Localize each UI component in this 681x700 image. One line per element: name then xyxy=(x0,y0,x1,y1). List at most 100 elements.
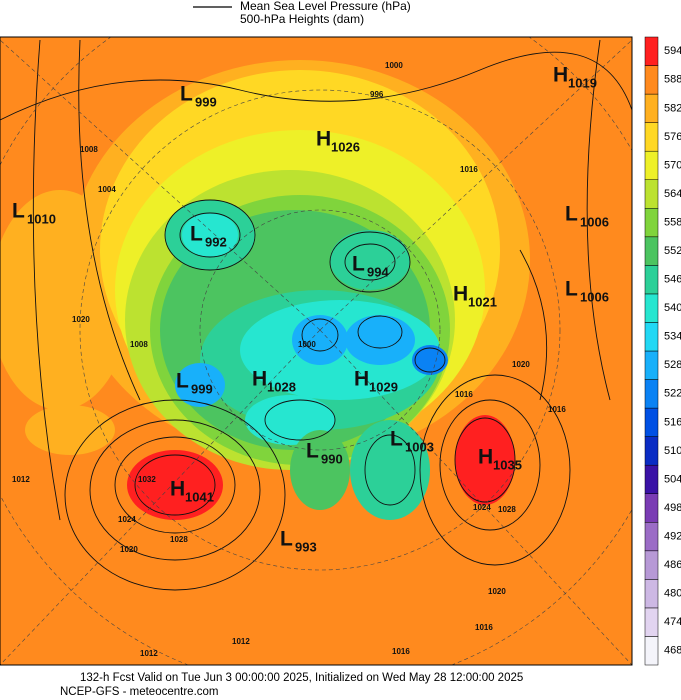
colorbar-box xyxy=(644,179,659,209)
colorbar-tick-label: 588 xyxy=(664,74,681,86)
colorbar-tick-label: 576 xyxy=(664,131,681,143)
center-letter: L xyxy=(176,370,189,393)
center-letter: H xyxy=(354,368,369,391)
center-letter: L xyxy=(280,528,293,551)
center-value: 999 xyxy=(195,94,217,109)
center-letter: H xyxy=(478,446,493,469)
center-value: 1010 xyxy=(27,211,56,226)
colorbar-box xyxy=(644,36,659,66)
contour-label: 1016 xyxy=(455,390,473,399)
contour-label: 1016 xyxy=(392,647,410,656)
contour-label: 1020 xyxy=(120,545,138,554)
center-value: 1041 xyxy=(185,489,214,504)
contour-label: 1000 xyxy=(385,61,403,70)
colorbar-box xyxy=(644,322,659,352)
center-letter: H xyxy=(316,128,331,151)
colorbar-tick-label: 468 xyxy=(664,645,681,657)
colorbar-tick-label: 594 xyxy=(664,45,681,57)
colorbar-box xyxy=(644,236,659,266)
colorbar-tick-label: 504 xyxy=(664,473,681,485)
contour-labels: 1000 996 1008 1004 1016 1020 1008 1000 1016 1020 1… xyxy=(12,61,566,658)
center-value: 999 xyxy=(191,381,213,396)
center-value: 1029 xyxy=(369,379,398,394)
colorbar-box xyxy=(644,407,659,437)
center-value: 992 xyxy=(205,234,227,249)
colorbar-tick-label: 582 xyxy=(664,102,681,114)
contour-label: 1024 xyxy=(473,503,491,512)
colorbar-tick-label: 558 xyxy=(664,216,681,228)
colorbar-box xyxy=(644,93,659,123)
center-value: 990 xyxy=(321,451,343,466)
contour-label: 996 xyxy=(370,90,384,99)
center-letter: L xyxy=(306,440,319,463)
contour-label: 1000 xyxy=(298,340,316,349)
colorbar-tick-label: 474 xyxy=(664,616,681,628)
colorbar-box xyxy=(644,493,659,523)
colorbar-box xyxy=(644,550,659,580)
footer-line: 132-h Fcst Valid on Tue Jun 3 00:00:00 2… xyxy=(80,672,523,684)
contour-label: 1012 xyxy=(140,649,158,658)
colorbar-box xyxy=(644,579,659,609)
center-letter: L xyxy=(565,278,578,301)
contour-label: 1016 xyxy=(475,623,493,632)
colorbar-tick-label: 516 xyxy=(664,416,681,428)
colorbar-box xyxy=(644,208,659,238)
colorbar-tick-label: 534 xyxy=(664,331,681,343)
center-letter: H xyxy=(170,478,185,501)
center-value: 1006 xyxy=(580,289,609,304)
contour-label: 1028 xyxy=(170,535,188,544)
colorbar-tick-label: 570 xyxy=(664,159,681,171)
footer-line: NCEP-GFS - meteocentre.com xyxy=(60,686,218,698)
colorbar-tick-label: 528 xyxy=(664,359,681,371)
contour-label: 1020 xyxy=(72,315,90,324)
map-frame xyxy=(0,36,633,666)
center-letter: L xyxy=(190,223,203,246)
center-value: 994 xyxy=(367,264,389,279)
contour-label: 1020 xyxy=(488,587,506,596)
contour-label: 1024 xyxy=(118,515,136,524)
center-letter: H xyxy=(453,283,468,306)
colorbar-tick-label: 492 xyxy=(664,530,681,542)
colorbar-box xyxy=(644,293,659,323)
center-value: 1021 xyxy=(468,294,497,309)
contour-label: 1004 xyxy=(98,185,116,194)
colorbar-box xyxy=(644,122,659,152)
colorbar-box xyxy=(644,464,659,494)
contour-label: 1012 xyxy=(232,637,250,646)
center-letter: L xyxy=(565,203,578,226)
contour-label: 1008 xyxy=(130,340,148,349)
center-letter: L xyxy=(180,83,193,106)
colorbar-box xyxy=(644,522,659,552)
center-value: 1003 xyxy=(405,439,434,454)
colorbar-box xyxy=(644,265,659,295)
contour-label: 1016 xyxy=(460,165,478,174)
colorbar-tick-label: 486 xyxy=(664,559,681,571)
legend-item: 500-hPa Heights (dam) xyxy=(240,12,364,26)
center-letter: L xyxy=(390,428,403,451)
colorbar-box xyxy=(644,436,659,466)
center-letter: H xyxy=(252,368,267,391)
contour-label: 1016 xyxy=(548,405,566,414)
colorbar-tick-label: 546 xyxy=(664,274,681,286)
contour-label: 1028 xyxy=(498,505,516,514)
legend-item: Mean Sea Level Pressure (hPa) xyxy=(240,0,411,13)
colorbar-tick-label: 480 xyxy=(664,588,681,600)
colorbar-tick-label: 552 xyxy=(664,245,681,257)
colorbar-tick-label: 510 xyxy=(664,445,681,457)
colorbar-tick-label: 522 xyxy=(664,388,681,400)
colorbar-tick-label: 498 xyxy=(664,502,681,514)
center-value: 1035 xyxy=(493,457,522,472)
colorbar-box xyxy=(644,65,659,95)
center-letter: H xyxy=(553,64,568,87)
colorbar-box xyxy=(644,350,659,380)
colorbar: 468 474 480 486 492 498 504 510 516 522 528 534 540 5… xyxy=(644,36,681,666)
contour-label: 1008 xyxy=(80,145,98,154)
colorbar-tick-label: 540 xyxy=(664,302,681,314)
center-value: 1006 xyxy=(580,214,609,229)
center-letter: L xyxy=(352,253,365,276)
colorbar-box xyxy=(644,379,659,409)
center-value: 1019 xyxy=(568,75,597,90)
